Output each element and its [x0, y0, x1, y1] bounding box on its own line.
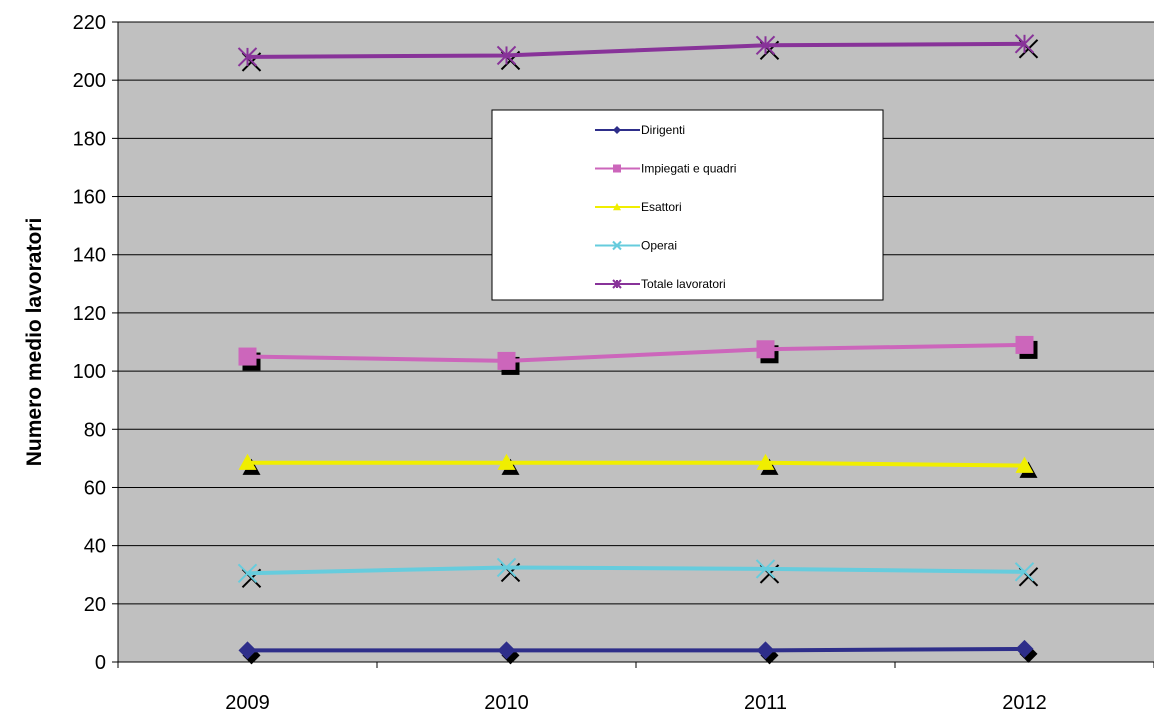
legend-label: Operai — [641, 239, 677, 253]
series-lines — [247, 41, 1025, 653]
y-tick-label: 20 — [84, 594, 106, 616]
data-point-impiegati-e-quadri — [497, 351, 516, 370]
series-line-esattori — [247, 460, 1025, 468]
data-point-dirigenti — [497, 641, 516, 660]
marker-stroke — [755, 559, 776, 579]
legend-items: Dirigenti Impiegati e quadri Esattori Opera… — [595, 123, 736, 291]
data-point-esattori — [497, 453, 516, 470]
y-tick-label: 220 — [73, 12, 106, 34]
x-tick-label: 2011 — [744, 692, 787, 711]
series-line-impiegati-e-quadri — [247, 342, 1025, 363]
data-point-totale-lavoratori — [237, 47, 258, 67]
legend-marker — [613, 203, 621, 211]
marker-stroke — [237, 563, 258, 583]
y-tick-label: 180 — [73, 128, 106, 150]
y-tick-label: 40 — [84, 536, 106, 558]
series-line-operai — [247, 565, 1025, 576]
legend-label: Esattori — [641, 200, 682, 214]
y-tick-label: 60 — [84, 477, 106, 499]
data-point-operai — [1014, 562, 1035, 582]
gridlines — [118, 21, 1154, 605]
data-point-dirigenti — [1015, 639, 1034, 658]
legend-item-operai: Operai — [595, 239, 677, 253]
legend-marker — [613, 126, 621, 134]
legend-marker — [613, 164, 621, 173]
series-line-totale-lavoratori — [247, 41, 1025, 59]
data-point-esattori — [756, 453, 775, 470]
legend-box — [491, 109, 884, 301]
data-point-totale-lavoratori — [496, 45, 517, 66]
legend-item-totale-lavoratori: Totale lavoratori — [595, 277, 726, 291]
y-tick-label: 80 — [84, 419, 106, 441]
x-tick-labels: 2009 2010 2011 2012 — [117, 662, 1154, 714]
data-point-operai — [237, 563, 258, 583]
legend-item-dirigenti: Dirigenti — [595, 123, 685, 137]
legend: Dirigenti Impiegati e quadri Esattori Opera… — [491, 109, 884, 301]
legend-marker — [612, 240, 622, 251]
data-point-impiegati-e-quadri — [756, 340, 775, 359]
series-line-dirigenti — [247, 646, 1025, 653]
data-point-esattori — [238, 453, 257, 470]
y-axis-label: Numero medio lavoratori — [23, 218, 46, 467]
legend-label: Totale lavoratori — [641, 277, 726, 291]
data-point-operai — [496, 557, 517, 578]
series-markers — [237, 34, 1035, 660]
legend-item-esattori: Esattori — [595, 200, 682, 214]
y-tick-label: 0 — [95, 652, 106, 674]
data-point-operai — [755, 559, 776, 579]
data-point-impiegati-e-quadri — [238, 347, 257, 366]
marker-stroke — [612, 240, 622, 251]
data-point-totale-lavoratori — [1014, 34, 1035, 54]
data-point-esattori — [1015, 456, 1034, 473]
data-point-dirigenti — [238, 641, 257, 660]
marker-stroke — [1014, 562, 1035, 582]
y-tick-label: 120 — [73, 303, 106, 325]
y-tick-labels: 0 20 40 60 80 100 120 140 160 180 200 220 — [73, 12, 118, 674]
data-point-totale-lavoratori — [755, 35, 776, 55]
legend-marker — [612, 279, 622, 289]
y-tick-label: 160 — [73, 187, 106, 209]
data-point-impiegati-e-quadri — [1015, 335, 1034, 354]
y-tick-label: 100 — [73, 361, 106, 383]
x-tick-label: 2009 — [225, 692, 270, 711]
legend-item-impiegati-e-quadri: Impiegati e quadri — [595, 162, 736, 176]
y-tick-label: 200 — [73, 70, 106, 92]
data-point-dirigenti — [756, 641, 775, 660]
marker-stroke — [496, 557, 517, 578]
y-tick-label: 140 — [73, 245, 106, 267]
x-tick-label: 2010 — [484, 692, 529, 711]
x-tick-label: 2012 — [1002, 692, 1047, 711]
legend-label: Impiegati e quadri — [641, 162, 736, 176]
legend-label: Dirigenti — [641, 123, 685, 137]
